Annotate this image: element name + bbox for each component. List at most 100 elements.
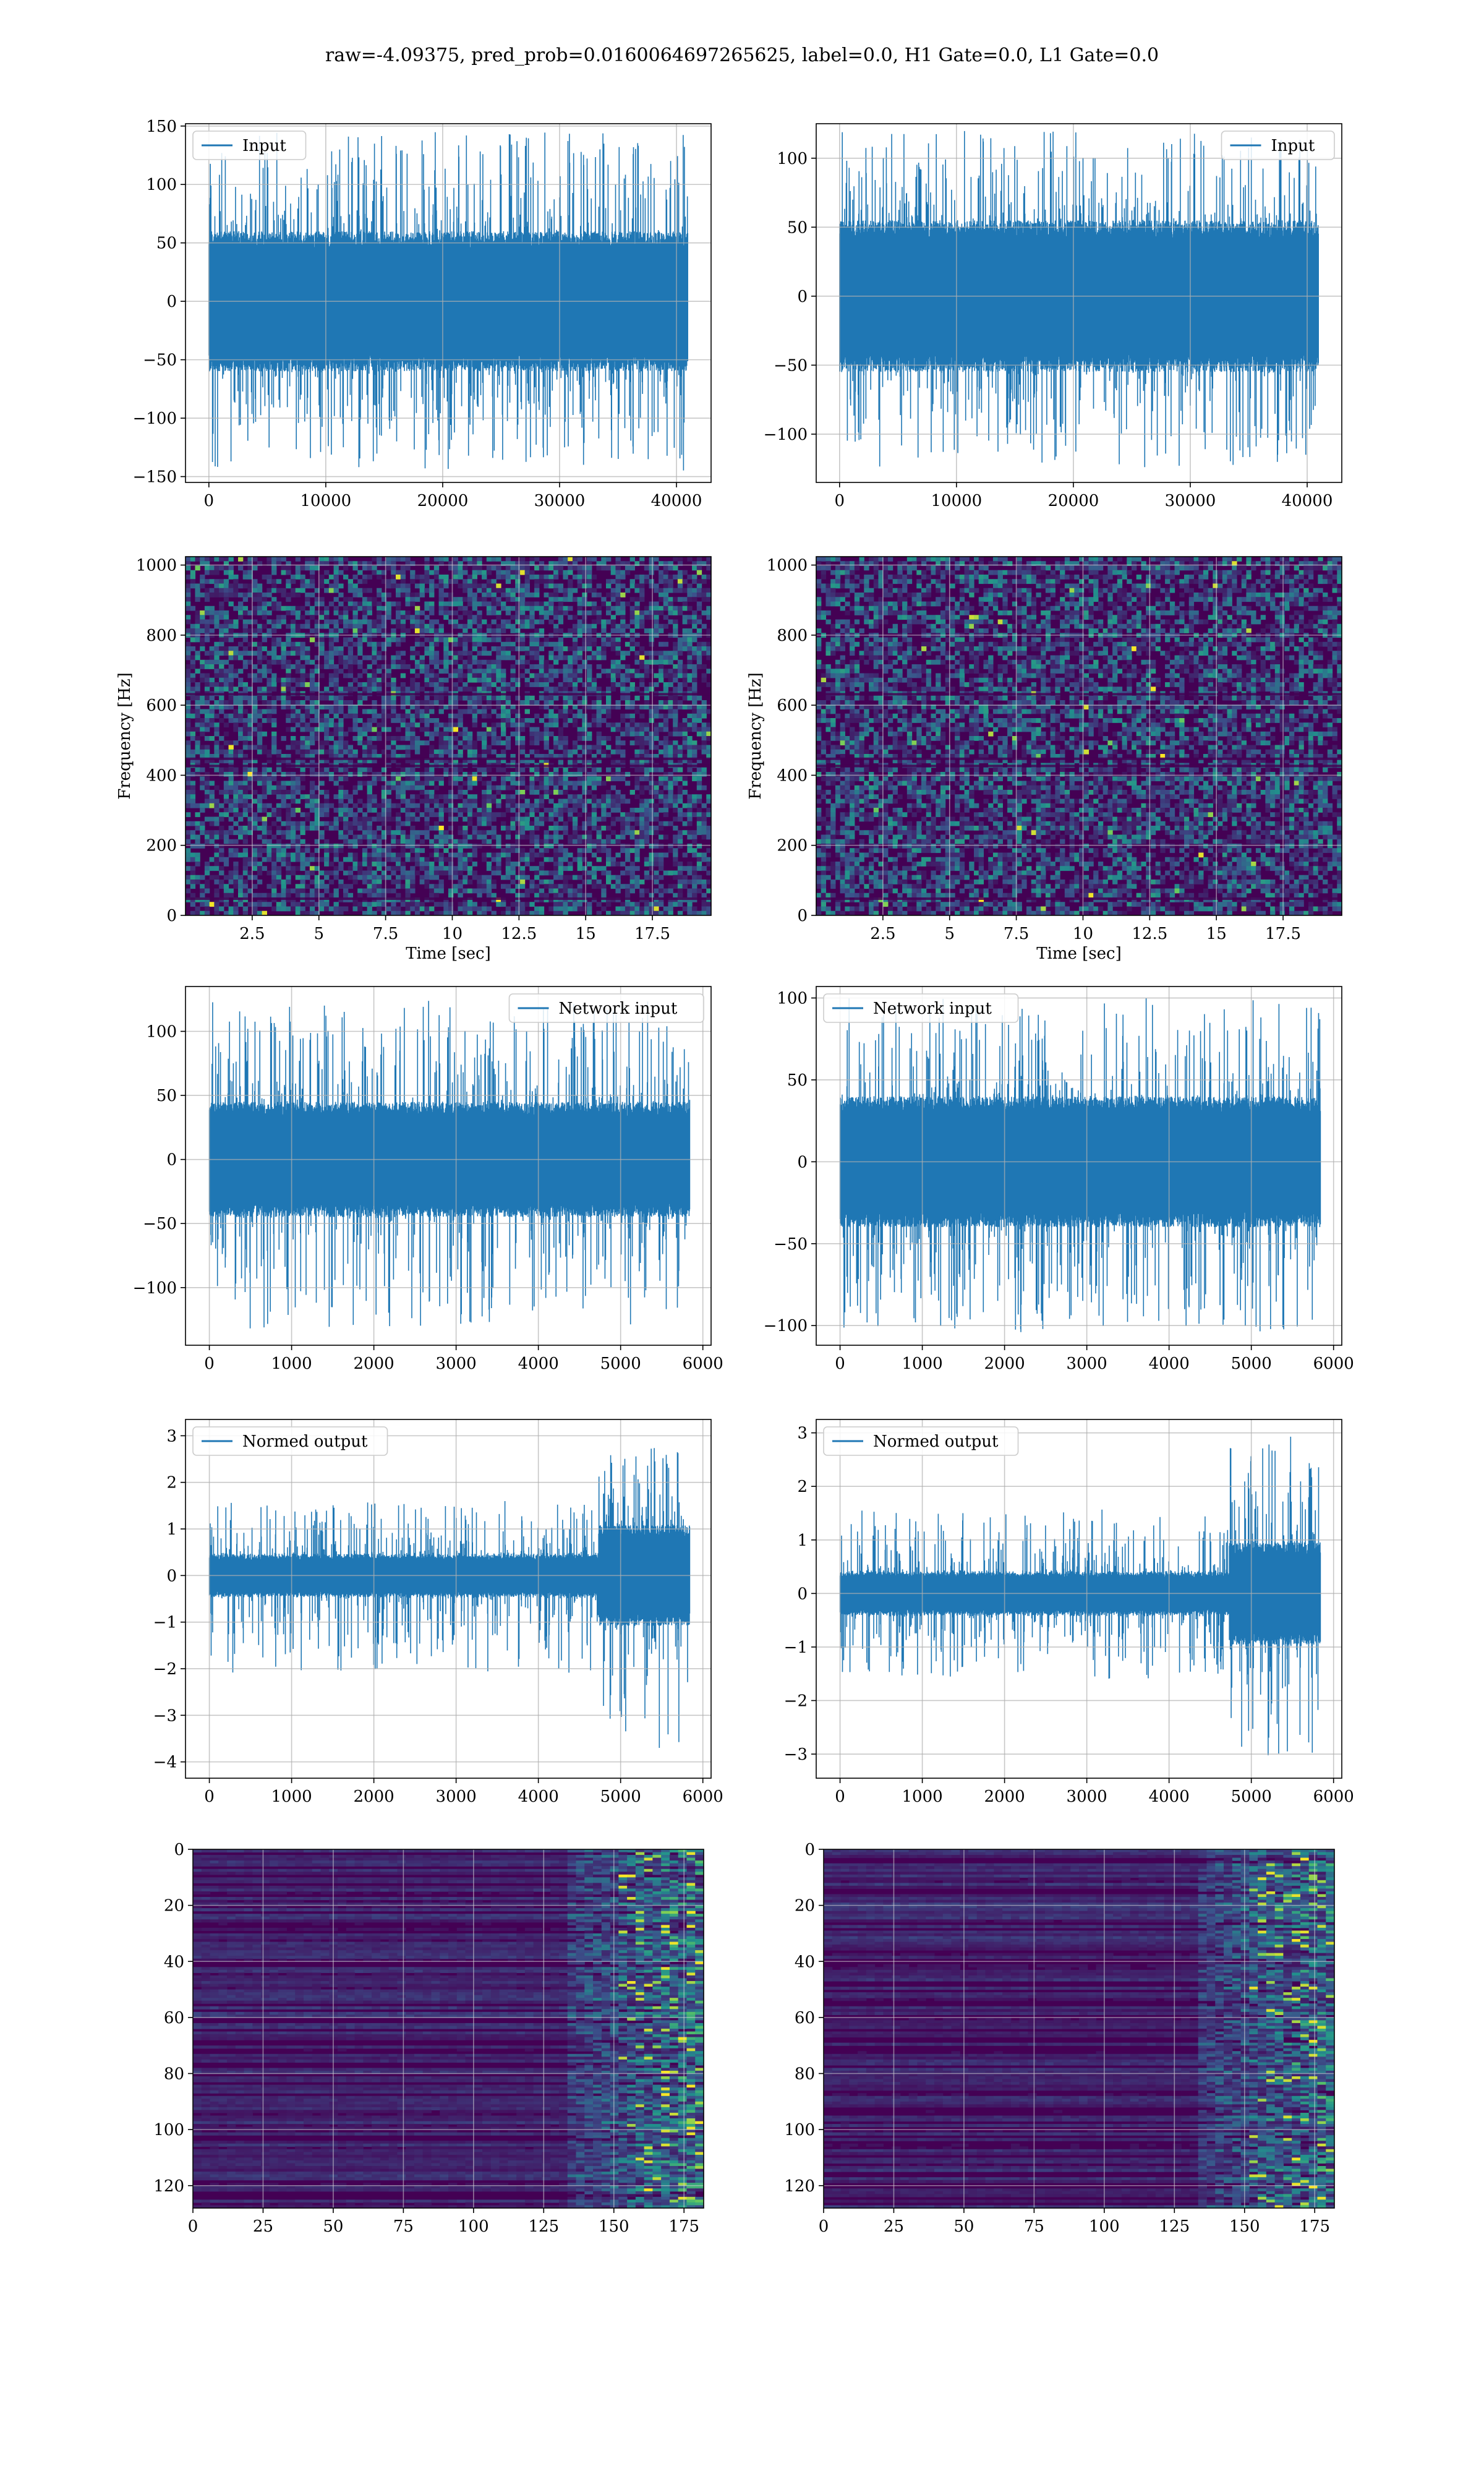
spec_h-cell	[328, 709, 335, 714]
spec_h-cell	[448, 601, 454, 607]
spec_h-cell	[400, 579, 406, 584]
spec_h-cell	[219, 830, 224, 836]
spec_h-cell	[663, 745, 669, 750]
spec_h-cell	[195, 610, 200, 615]
spec_h-cell	[458, 749, 463, 755]
spec_h-cell	[634, 601, 640, 607]
spec_h-cell	[328, 651, 335, 656]
spec_h-cell	[343, 565, 349, 571]
spec_h-cell	[386, 816, 391, 822]
spec_h-cell	[247, 588, 253, 593]
spec_h-cell	[558, 758, 564, 764]
spec_h-cell	[386, 606, 391, 611]
spec_h-cell	[706, 754, 711, 759]
spec_h-cell	[348, 682, 354, 687]
spec_h-cell	[410, 682, 416, 687]
spec_h-cell	[267, 713, 272, 719]
spec_h-cell	[262, 767, 267, 773]
spec_h-cell	[286, 700, 291, 705]
spec_h-cell	[386, 803, 391, 808]
spec_h-cell	[223, 812, 229, 818]
spec_h-cell	[424, 709, 430, 714]
spec_h-cell	[591, 610, 597, 615]
spec_h-cell	[238, 606, 244, 611]
spec_h-cell	[195, 565, 200, 571]
spec_h-cell	[448, 866, 454, 871]
spec_h-cell	[463, 781, 468, 786]
spec_h-cell	[223, 651, 229, 656]
spec_h-cell	[186, 704, 191, 710]
spec_h-cell	[568, 588, 573, 593]
spec_h-cell	[553, 852, 559, 858]
spec_h-cell	[687, 641, 693, 647]
spec_h-cell	[362, 767, 368, 773]
spec_h-cell	[219, 565, 224, 571]
spec_h-cell	[309, 659, 315, 665]
spec_h-cell	[433, 857, 440, 862]
spec_h-cell	[386, 565, 391, 571]
spec_h-cell	[587, 731, 592, 737]
spec_h-cell	[305, 754, 310, 759]
spec_h-cell	[257, 628, 263, 633]
spec_h-cell	[486, 781, 492, 786]
spec_h-cell	[534, 606, 540, 611]
spec_h-cell	[639, 575, 645, 580]
spec_h-cell	[477, 830, 482, 836]
spec_h-cell	[458, 615, 463, 620]
spec_h-cell	[386, 673, 391, 678]
spec_h-cell	[529, 682, 535, 687]
spec_h-cell	[424, 615, 430, 620]
spec_h-cell	[553, 646, 559, 651]
spec_h-cell	[472, 772, 477, 777]
spec_h-cell	[214, 848, 220, 854]
spec_h-cell	[377, 839, 382, 844]
spec_h-cell	[276, 619, 282, 625]
spec_h-cell	[267, 659, 272, 665]
spec_h-cell	[596, 655, 602, 661]
spec_h-cell	[429, 641, 435, 647]
spec_h-cell	[348, 700, 354, 705]
spec_h-cell	[649, 601, 654, 607]
spec_h-cell	[391, 749, 396, 755]
spec_h-cell	[491, 659, 497, 665]
spec_h-cell	[696, 695, 702, 701]
spec_h-cell	[639, 659, 645, 665]
spec_h-cell	[276, 870, 282, 876]
spec_h-cell	[548, 808, 554, 813]
spec_h-cell	[587, 844, 592, 849]
spec_h-cell	[186, 588, 191, 593]
spec_h-cell	[262, 700, 267, 705]
spec_h-cell	[424, 561, 430, 567]
spec_h-cell	[687, 588, 693, 593]
spec_h-cell	[367, 767, 372, 773]
spec_h-cell	[352, 785, 358, 790]
spec_h-cell	[659, 561, 664, 567]
spec_h-cell	[701, 821, 707, 826]
spec_h-cell	[242, 857, 249, 862]
spec_h-cell	[505, 798, 511, 804]
spec_h-cell	[668, 565, 673, 571]
spec_h-cell	[606, 687, 612, 692]
spec_h-cell	[654, 673, 659, 678]
spec_h-cell	[357, 601, 363, 607]
spec_h-cell	[577, 727, 582, 732]
spec_h-cell	[223, 839, 229, 844]
spec_h-cell	[295, 575, 301, 580]
spec_h-cell	[223, 687, 229, 692]
spec_h-cell	[357, 700, 363, 705]
spec_h-cell	[606, 619, 612, 625]
spec_h-cell	[209, 579, 215, 584]
spec_h-cell	[510, 669, 516, 674]
spec_h-cell	[620, 830, 626, 836]
spec_h-cell	[190, 870, 196, 876]
spec_h-cell	[309, 798, 315, 804]
spec_h-cell	[333, 758, 339, 764]
spec_h-cell	[587, 736, 592, 741]
spec_h-cell	[482, 601, 487, 607]
spec_h-cell	[400, 687, 406, 692]
spec_h-cell	[309, 575, 315, 580]
spec_h-cell	[438, 722, 444, 728]
spec_h-cell	[448, 637, 454, 643]
spec_h-cell	[362, 669, 368, 674]
spec_h-cell	[539, 821, 545, 826]
